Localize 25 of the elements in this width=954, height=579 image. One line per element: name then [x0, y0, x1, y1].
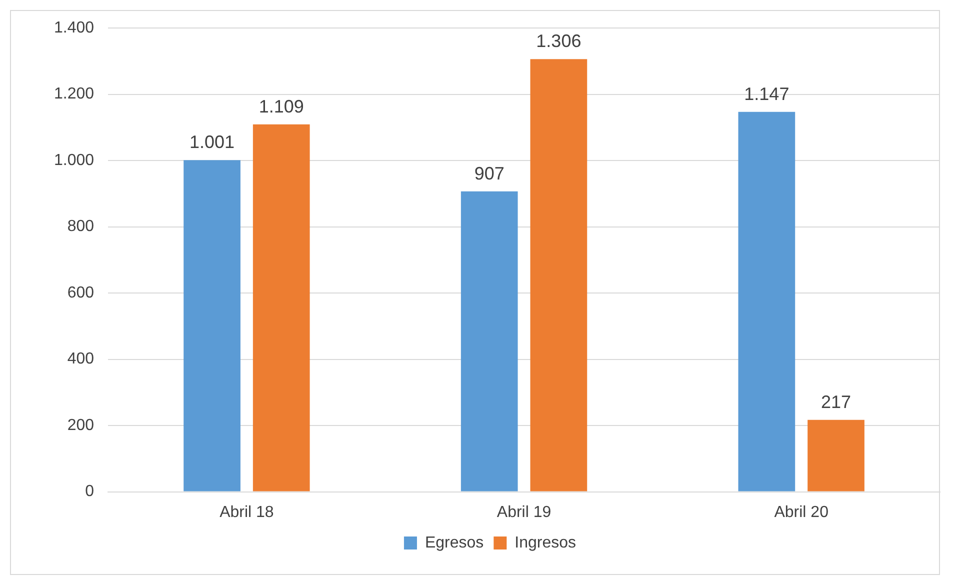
bar — [808, 420, 864, 492]
data-label: 907 — [474, 163, 504, 184]
y-tick-label: 400 — [67, 350, 94, 368]
bar — [460, 191, 518, 492]
data-label: 1.001 — [190, 132, 235, 152]
x-tick-label: Abril 18 — [220, 504, 274, 521]
bar — [738, 112, 796, 492]
data-label: 1.306 — [536, 31, 582, 52]
x-tick-label: Abril 19 — [496, 504, 552, 521]
y-tick-label: 200 — [67, 416, 94, 434]
x-tick-label: Abril 20 — [774, 504, 829, 521]
y-tick-label: 600 — [67, 284, 94, 302]
bar — [184, 160, 240, 492]
data-label: 1.109 — [258, 96, 304, 116]
bar — [252, 124, 310, 492]
y-tick-label: 1.000 — [54, 152, 94, 169]
data-label: 1.147 — [744, 84, 790, 104]
bar — [530, 59, 588, 492]
y-tick-label: 1.400 — [54, 19, 94, 36]
y-tick-label: 800 — [67, 218, 94, 236]
data-label: 217 — [820, 392, 852, 412]
y-tick-label: 1.200 — [54, 86, 94, 103]
legend-label: Ingresos — [514, 534, 576, 552]
y-tick-label: 0 — [85, 483, 94, 500]
legend-label: Egresos — [424, 534, 484, 552]
